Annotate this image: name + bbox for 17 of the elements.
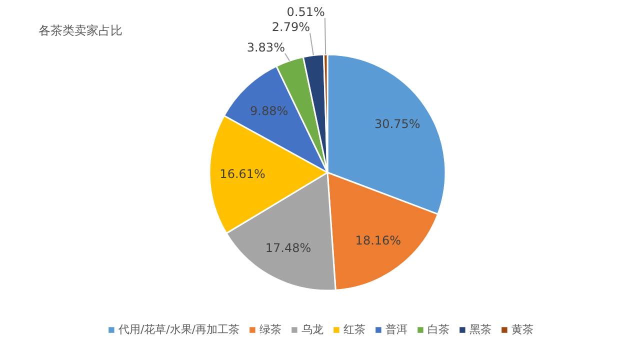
data-label: 9.88% <box>250 104 288 118</box>
legend-label: 黄茶 <box>512 322 534 337</box>
data-label: 30.75% <box>374 117 420 132</box>
legend-label: 白茶 <box>428 322 450 337</box>
legend-label: 红茶 <box>344 322 366 337</box>
data-label: 18.16% <box>355 234 402 248</box>
legend-label: 乌龙 <box>302 322 324 337</box>
legend-label: 普洱 <box>386 322 408 337</box>
text: 各茶类卖家占比 <box>38 24 122 38</box>
data-label: 17.48% <box>265 240 312 255</box>
legend-label: 黑茶 <box>470 322 492 337</box>
legend-label: 代用/花草/水果/再加工茶 <box>118 322 240 337</box>
data-label: 3.83% <box>246 40 285 54</box>
data-label: 2.79% <box>272 20 310 34</box>
data-label: 16.61% <box>220 167 266 182</box>
data-label: 0.51% <box>286 5 325 20</box>
legend-label: 绿茶 <box>260 322 282 337</box>
